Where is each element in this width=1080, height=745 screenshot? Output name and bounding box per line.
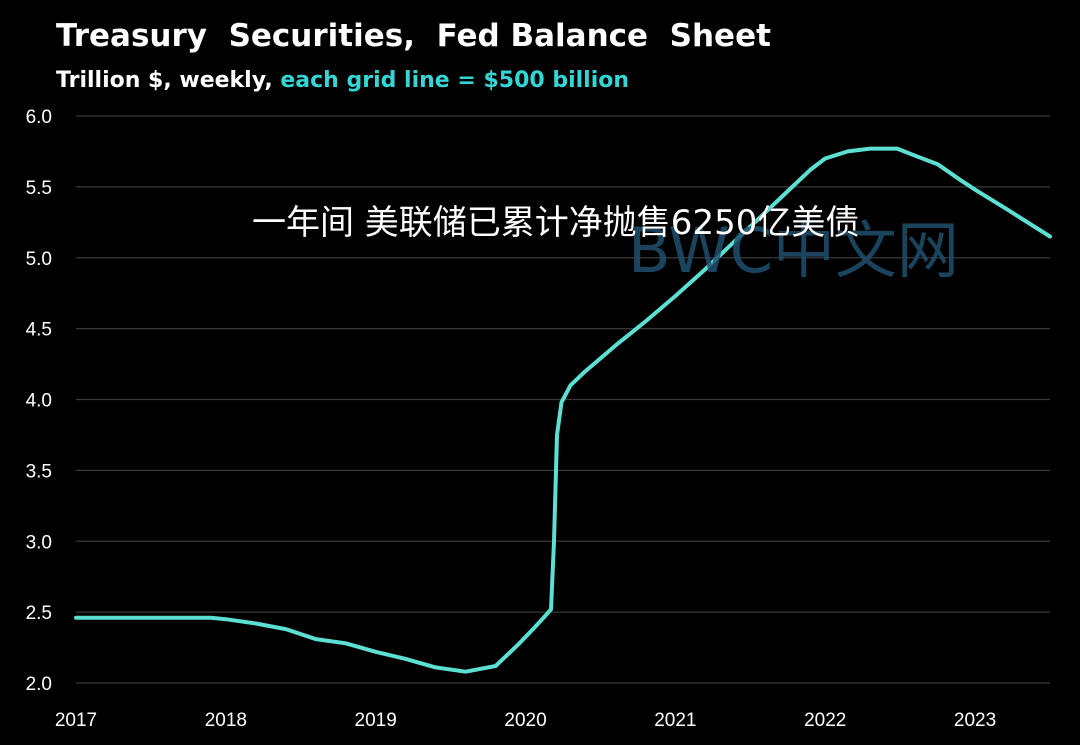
overlay-caption: 一年间 美联储已累计净抛售6250亿美债 [252,203,859,243]
series-layer [74,146,1052,674]
x-tick-label: 2022 [804,710,846,731]
y-tick-label: 2.5 [26,603,52,624]
subtitle-prefix: Trillion $, weekly, [56,68,280,93]
x-tick-label: 2017 [55,710,97,731]
x-tick-label: 2021 [654,710,696,731]
y-axis-ticks: 6.0 5.5 5.0 4.5 4.0 3.5 3.0 2.5 2.0 [26,107,52,695]
chart-subtitle: Trillion $, weekly, each grid line = $50… [56,68,629,93]
y-tick-label: 4.5 [26,320,52,341]
y-tick-label: 3.5 [26,461,52,482]
chart-title: Treasury Securities, Fed Balance Sheet [56,18,771,54]
y-tick-label: 5.5 [26,178,52,199]
series-line [74,146,1052,674]
y-tick-label: 4.0 [26,391,52,412]
x-tick-label: 2018 [205,710,247,731]
x-tick-label: 2019 [355,710,397,731]
x-tick-label: 2020 [504,710,546,731]
subtitle-highlight: each grid line = $500 billion [280,68,629,93]
y-tick-label: 6.0 [26,107,52,128]
y-tick-label: 2.0 [26,674,52,695]
watermark-text: BWC中文网 [628,214,959,287]
y-tick-label: 5.0 [26,249,52,270]
x-tick-label: 2023 [954,710,996,731]
y-tick-label: 3.0 [26,532,52,553]
x-axis-ticks: 2017 2018 2019 2020 2021 2022 2023 [55,710,996,731]
